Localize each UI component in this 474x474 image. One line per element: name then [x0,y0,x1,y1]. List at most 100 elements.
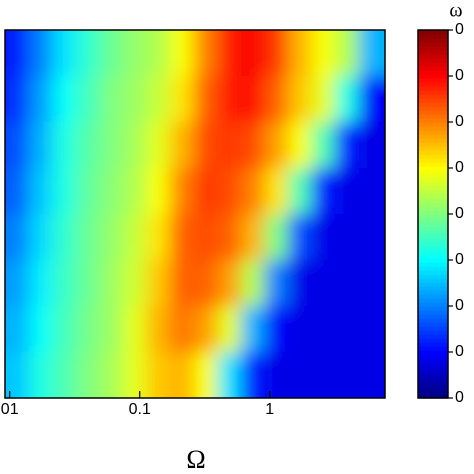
heat-cell [193,30,218,77]
heat-cell [311,260,336,307]
heat-cell [287,30,312,77]
heat-cell [52,260,77,307]
colorbar-step [418,378,448,383]
heat-cell [311,168,336,215]
heat-cell [264,306,289,353]
colorbar-step [418,302,448,307]
heat-cell [75,306,100,353]
heat-cell [170,306,195,353]
colorbar-step [418,150,448,155]
colorbar-step [418,206,448,211]
heat-cell [146,30,171,77]
heat-cell [217,30,242,77]
heat-cell [287,76,312,123]
heat-cell [240,260,265,307]
colorbar-step [418,198,448,203]
heat-cell [52,122,77,169]
colorbar-step [418,310,448,315]
colorbar-step [418,166,448,171]
heat-cell [334,168,360,215]
heat-cell [287,306,312,353]
heat-cell [75,352,100,398]
heat-cell [217,260,242,307]
colorbar-step [418,170,448,175]
colorbar-step [418,158,448,163]
heat-cell [240,76,265,123]
heat-cell [28,76,53,123]
heat-cell [358,168,385,215]
colorbar-step [418,114,448,119]
colorbar-step [418,162,448,167]
colorbar-step [418,298,448,303]
heat-cell [28,122,53,169]
colorbar-step [418,254,448,259]
colorbar-step [418,314,448,319]
colorbar-step [418,82,448,87]
colorbar-step [418,242,448,247]
colorbar-step [418,230,448,235]
heat-cell [28,30,53,77]
colorbar-step [418,238,448,243]
heat-cell [75,76,100,123]
colorbar-step [418,98,448,103]
colorbar-step [418,62,448,67]
heatmap [5,30,385,398]
colorbar-tick-label: 0 [455,343,464,360]
x-tick-label: 1 [265,401,274,418]
heat-cell [122,260,148,307]
heat-cell [170,168,195,215]
colorbar-step [418,234,448,239]
colorbar-step [418,134,448,139]
heat-cell [122,214,148,261]
colorbar-step [418,282,448,287]
heat-cell [193,122,218,169]
colorbar-step [418,382,448,387]
heat-cell [264,352,289,398]
heat-cell [240,30,265,77]
heat-cell [311,122,336,169]
colorbar-step [418,338,448,343]
heat-cell [52,214,77,261]
heat-cell [170,76,195,123]
colorbar-tick-label: 0 [455,159,464,176]
colorbar-tick-label: 0 [455,67,464,84]
heat-cell [193,214,218,261]
colorbar-step [418,126,448,131]
colorbar-step [418,214,448,219]
heat-cell [75,30,100,77]
heat-cell [75,260,100,307]
heat-cell [99,352,124,398]
colorbar-step [418,50,448,55]
colorbar-tick-label: 0 [455,205,464,222]
colorbar-step [418,54,448,59]
colorbar-tick-label: 0 [455,297,464,314]
colorbar-step [418,322,448,327]
colorbar-step [418,330,448,335]
colorbar-step [418,354,448,359]
heat-cell [122,76,148,123]
colorbar-step [418,262,448,267]
heatmap-cells [5,30,385,398]
colorbar-step [418,74,448,79]
colorbar-step [418,110,448,115]
colorbar-step [418,138,448,143]
heat-cell [170,30,195,77]
colorbar-step [418,106,448,111]
heat-cell [122,30,148,77]
colorbar-step [418,154,448,159]
colorbar-step [418,174,448,179]
colorbar-step [418,390,448,395]
colorbar-step [418,290,448,295]
heat-cell [28,214,53,261]
heat-cell [358,214,385,261]
heat-cell [122,352,148,398]
colorbar-tick-label: 0 [455,21,464,38]
colorbar-tick-label: 0 [455,251,464,268]
heat-cell [358,30,385,77]
heat-cell [358,352,385,398]
colorbar-step [418,78,448,83]
heat-cell [334,122,360,169]
heat-cell [217,214,242,261]
colorbar-step [418,222,448,227]
